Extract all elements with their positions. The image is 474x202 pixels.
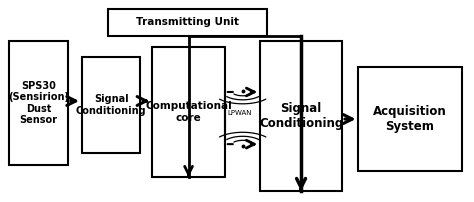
Text: Transmitting Unit: Transmitting Unit (136, 17, 239, 27)
Text: Acquisition
System: Acquisition System (373, 105, 447, 133)
Text: Signal
Conditioning: Signal Conditioning (259, 102, 343, 130)
Text: SPS30
(Sensirion)
Dust
Sensor: SPS30 (Sensirion) Dust Sensor (8, 81, 69, 125)
Text: Computational
core: Computational core (145, 101, 232, 123)
FancyBboxPatch shape (260, 41, 342, 191)
FancyBboxPatch shape (108, 9, 267, 36)
FancyBboxPatch shape (358, 67, 462, 171)
FancyBboxPatch shape (152, 47, 225, 177)
Text: LPWAN: LPWAN (228, 110, 252, 116)
Text: Signal
Conditioning: Signal Conditioning (76, 94, 146, 116)
FancyBboxPatch shape (82, 57, 140, 153)
FancyBboxPatch shape (9, 41, 68, 165)
